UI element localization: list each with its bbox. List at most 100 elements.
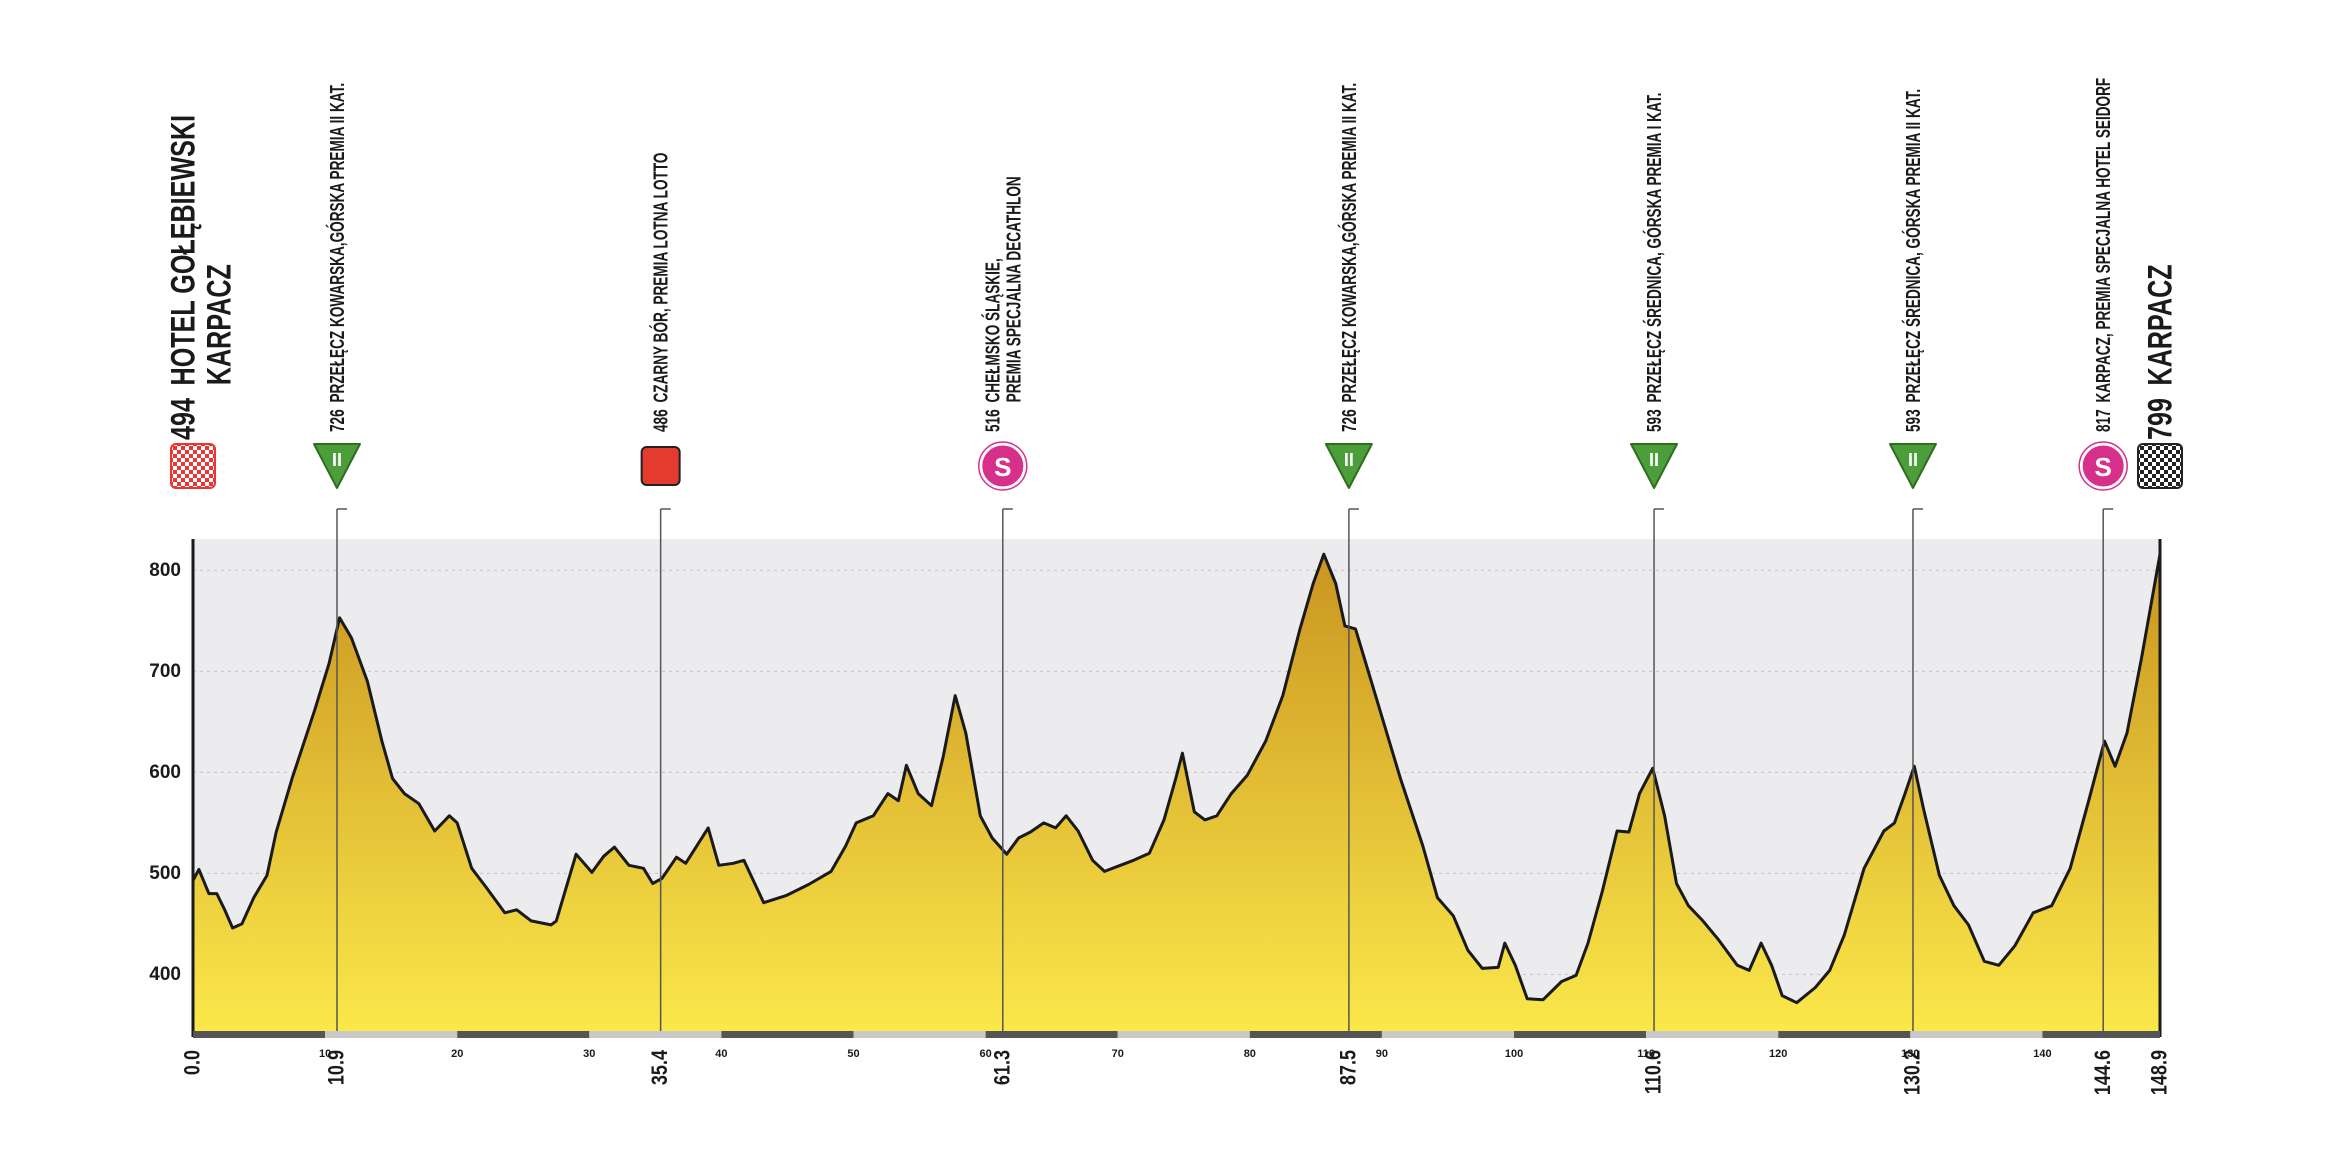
- km-label: 130.2: [1901, 1050, 1925, 1095]
- checkpoint-name: HOTEL GOŁĘBIEWSKI: [164, 115, 202, 386]
- checkpoint-label: 726 PRZEŁĘCZ KOWARSKA,GÓRSKA PREMIA II KA…: [1338, 83, 1360, 432]
- y-tick-label: 500: [149, 863, 181, 884]
- checkpoint-elevation: 817: [2092, 409, 2114, 432]
- checkpoint-icon: II: [1888, 443, 1937, 489]
- checkpoint-label: 494 HOTEL GOŁĘBIEWSKI: [164, 115, 202, 440]
- x-tick-label: 80: [1244, 1048, 1256, 1060]
- badge: II: [332, 450, 342, 470]
- x-tick-label: 90: [1376, 1048, 1388, 1060]
- flag: [2137, 443, 2183, 489]
- checkpoint-label: KARPACZ: [200, 264, 238, 385]
- y-tick-label: 700: [149, 661, 181, 682]
- km-strip: [2042, 1031, 2160, 1038]
- climb-triangle: [1324, 443, 1373, 489]
- bonus-circle: [2079, 442, 2127, 490]
- km-label: 87.5: [1337, 1050, 1361, 1085]
- climb-triangle: [1630, 443, 1679, 489]
- checkpoint-elevation: 726: [1338, 409, 1360, 432]
- km-label: 0.0: [181, 1050, 205, 1075]
- checkpoint-icon: S: [978, 441, 1028, 491]
- checkpoint-name: PRZEŁĘCZ KOWARSKA,GÓRSKA PREMIA II KAT.: [1338, 83, 1360, 403]
- badge: S: [994, 452, 1011, 482]
- checkpoint-name: CZARNY BÓR, PREMIA LOTNA LOTTO: [650, 153, 672, 403]
- checkpoint-icon: II: [312, 443, 361, 489]
- checkpoint-label: 593 PRZEŁĘCZ ŚREDNICA, GÓRSKA PREMIA I KA…: [1643, 93, 1665, 432]
- km-label: 61.3: [991, 1050, 1015, 1085]
- km-strip: [1381, 1031, 1515, 1038]
- km-label: 148.9: [2148, 1050, 2172, 1095]
- checkpoint-name: PRZEŁĘCZ KOWARSKA,GÓRSKA PREMIA II KAT.: [326, 83, 348, 403]
- sprint-square: [640, 446, 681, 486]
- y-tick-label: 600: [149, 762, 181, 783]
- x-tick-label: 40: [715, 1048, 727, 1060]
- badge: II: [1649, 450, 1659, 470]
- x-tick-label: 20: [451, 1048, 463, 1060]
- checkpoint-icon: [2137, 443, 2183, 489]
- checkpoint-label: PREMIA SPECJALNA DECATHLON: [1002, 176, 1024, 402]
- km-strip: [1778, 1031, 1911, 1038]
- km-strip: [721, 1031, 854, 1038]
- checkpoint-label: 593 PRZEŁĘCZ ŚREDNICA, GÓRSKA PREMIA II K…: [1902, 89, 1924, 432]
- km-strip: [457, 1031, 590, 1038]
- checkpoint-label: 799 KARPACZ: [2141, 264, 2179, 440]
- x-tick-label: 120: [1769, 1048, 1787, 1060]
- km-label: 10.9: [325, 1050, 349, 1085]
- km-strip: [193, 1031, 326, 1038]
- x-tick-label: 100: [1505, 1048, 1523, 1060]
- km-strip: [325, 1031, 458, 1038]
- km-strip: [1910, 1031, 2043, 1038]
- bonus-ring: [978, 441, 1028, 491]
- checkpoint-elevation: 726: [326, 409, 348, 432]
- bonus-ring: [2078, 441, 2128, 491]
- checkpoint-icon: II: [1630, 443, 1679, 489]
- x-tick-label: 130: [1901, 1048, 1919, 1060]
- checkpoint-icon: S: [2078, 441, 2128, 491]
- checkpoint-elevation: 486: [650, 409, 672, 432]
- x-tick-label: 110: [1637, 1048, 1655, 1060]
- climb-triangle: [312, 443, 361, 489]
- checkpoint-name: CHEŁMSKO ŚLĄSKIE,: [981, 258, 1003, 402]
- badge: II: [1908, 450, 1918, 470]
- badge: II: [1344, 450, 1354, 470]
- checkpoint-icon: II: [1324, 443, 1373, 489]
- km-strip: [1514, 1031, 1647, 1038]
- checkpoint-icon: [640, 446, 681, 486]
- x-tick-label: 140: [2033, 1048, 2051, 1060]
- km-strip: [589, 1031, 722, 1038]
- checkpoint-name: KARPACZ: [200, 264, 238, 385]
- km-label: 110.6: [1642, 1050, 1666, 1094]
- km-strip: [985, 1031, 1118, 1038]
- km-strip: [853, 1031, 986, 1038]
- checkpoint-name: PREMIA SPECJALNA DECATHLON: [1002, 176, 1024, 402]
- x-tick-label: 10: [319, 1048, 331, 1060]
- checkpoint-name: PRZEŁĘCZ ŚREDNICA, GÓRSKA PREMIA I KAT.: [1643, 93, 1665, 403]
- checkpoint-label: 486 CZARNY BÓR, PREMIA LOTNA LOTTO: [650, 153, 672, 432]
- y-tick-label: 800: [149, 560, 181, 581]
- y-tick-label: 400: [149, 964, 181, 985]
- checkpoint-label: 516 CHEŁMSKO ŚLĄSKIE,: [981, 258, 1003, 432]
- x-tick-label: 30: [583, 1048, 595, 1060]
- badge: S: [2095, 452, 2112, 482]
- flag: [170, 443, 216, 489]
- x-tick-label: 60: [979, 1048, 991, 1060]
- km-label: 144.6: [2091, 1050, 2115, 1095]
- km-strip: [1117, 1031, 1250, 1038]
- checkpoint-name: PRZEŁĘCZ ŚREDNICA, GÓRSKA PREMIA II KAT.: [1902, 89, 1924, 403]
- elevation-line: [191, 552, 2162, 1005]
- checkpoint-name: KARPACZ, PREMIA SPECJALNA HOTEL SEIDORF: [2092, 78, 2114, 403]
- checkpoint-label: 726 PRZEŁĘCZ KOWARSKA,GÓRSKA PREMIA II KA…: [326, 83, 348, 432]
- km-strip: [1646, 1031, 1779, 1038]
- checkpoint-name: KARPACZ: [2141, 264, 2179, 385]
- checkpoint-elevation: 593: [1643, 409, 1665, 432]
- x-tick-label: 50: [847, 1048, 859, 1060]
- climb-triangle: [1888, 443, 1937, 489]
- elevation-area: [193, 554, 2160, 1031]
- checkpoint-elevation: 799: [2141, 398, 2179, 440]
- checkpoint-elevation: 593: [1902, 409, 1924, 432]
- checkpoint-elevation: 494: [164, 398, 202, 440]
- km-strip: [1249, 1031, 1382, 1038]
- bonus-circle: [979, 442, 1027, 490]
- checkpoint-elevation: 516: [981, 409, 1003, 432]
- x-tick-label: 70: [1112, 1048, 1124, 1060]
